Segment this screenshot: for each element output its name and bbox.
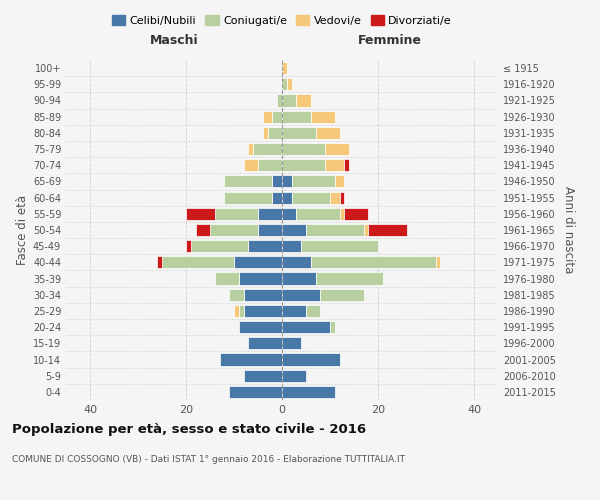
Bar <box>325 143 349 155</box>
Bar <box>248 240 282 252</box>
Bar <box>244 159 258 172</box>
Bar <box>436 256 440 268</box>
Bar <box>224 176 272 188</box>
Bar <box>325 159 344 172</box>
Bar <box>263 127 268 139</box>
Bar <box>296 208 340 220</box>
Bar <box>191 240 248 252</box>
Bar <box>248 338 282 349</box>
Bar <box>292 176 335 188</box>
Bar <box>234 256 282 268</box>
Bar <box>282 224 306 236</box>
Bar <box>340 192 344 203</box>
Bar <box>282 272 316 284</box>
Y-axis label: Fasce di età: Fasce di età <box>16 195 29 265</box>
Bar <box>344 159 349 172</box>
Bar <box>268 127 282 139</box>
Bar <box>186 208 215 220</box>
Bar <box>224 192 272 203</box>
Bar <box>282 386 335 398</box>
Text: Femmine: Femmine <box>358 34 422 47</box>
Bar <box>229 386 282 398</box>
Bar <box>244 370 282 382</box>
Bar <box>272 192 282 203</box>
Bar <box>244 288 282 301</box>
Bar <box>316 272 383 284</box>
Bar <box>272 176 282 188</box>
Bar <box>344 208 368 220</box>
Bar <box>186 240 191 252</box>
Bar <box>248 143 253 155</box>
Bar <box>282 208 296 220</box>
Bar <box>239 321 282 333</box>
Bar <box>330 321 335 333</box>
Bar <box>282 305 306 317</box>
Bar <box>282 143 325 155</box>
Bar <box>282 94 296 106</box>
Bar <box>311 256 436 268</box>
Bar <box>234 305 239 317</box>
Text: COMUNE DI COSSOGNO (VB) - Dati ISTAT 1° gennaio 2016 - Elaborazione TUTTITALIA.I: COMUNE DI COSSOGNO (VB) - Dati ISTAT 1° … <box>12 455 405 464</box>
Bar <box>306 305 320 317</box>
Bar <box>282 288 320 301</box>
Text: Maschi: Maschi <box>149 34 199 47</box>
Bar <box>292 192 330 203</box>
Bar <box>282 159 325 172</box>
Bar <box>301 240 378 252</box>
Bar <box>215 208 258 220</box>
Bar <box>258 224 282 236</box>
Bar <box>282 78 287 90</box>
Bar <box>282 321 330 333</box>
Bar <box>340 208 344 220</box>
Bar <box>263 110 272 122</box>
Legend: Celibi/Nubili, Coniugati/e, Vedovi/e, Divorziati/e: Celibi/Nubili, Coniugati/e, Vedovi/e, Di… <box>107 10 457 30</box>
Bar <box>364 224 368 236</box>
Bar <box>335 176 344 188</box>
Bar <box>311 110 335 122</box>
Bar <box>320 288 364 301</box>
Bar <box>282 354 340 366</box>
Bar <box>244 305 282 317</box>
Bar <box>282 240 301 252</box>
Bar <box>330 192 340 203</box>
Bar <box>229 288 244 301</box>
Y-axis label: Anni di nascita: Anni di nascita <box>562 186 575 274</box>
Bar <box>282 338 301 349</box>
Bar <box>282 110 311 122</box>
Bar <box>239 272 282 284</box>
Bar <box>253 143 282 155</box>
Bar <box>282 62 287 74</box>
Bar <box>215 272 239 284</box>
Bar <box>210 224 258 236</box>
Bar <box>287 78 292 90</box>
Bar <box>258 159 282 172</box>
Bar <box>282 370 306 382</box>
Bar <box>296 94 311 106</box>
Bar <box>162 256 234 268</box>
Bar <box>282 176 292 188</box>
Bar <box>272 110 282 122</box>
Bar <box>282 192 292 203</box>
Bar <box>306 224 364 236</box>
Bar <box>282 256 311 268</box>
Bar <box>220 354 282 366</box>
Bar <box>282 127 316 139</box>
Bar <box>239 305 244 317</box>
Text: Popolazione per età, sesso e stato civile - 2016: Popolazione per età, sesso e stato civil… <box>12 422 366 436</box>
Bar <box>277 94 282 106</box>
Bar <box>316 127 340 139</box>
Bar <box>258 208 282 220</box>
Bar <box>157 256 162 268</box>
Bar <box>196 224 210 236</box>
Bar <box>368 224 407 236</box>
